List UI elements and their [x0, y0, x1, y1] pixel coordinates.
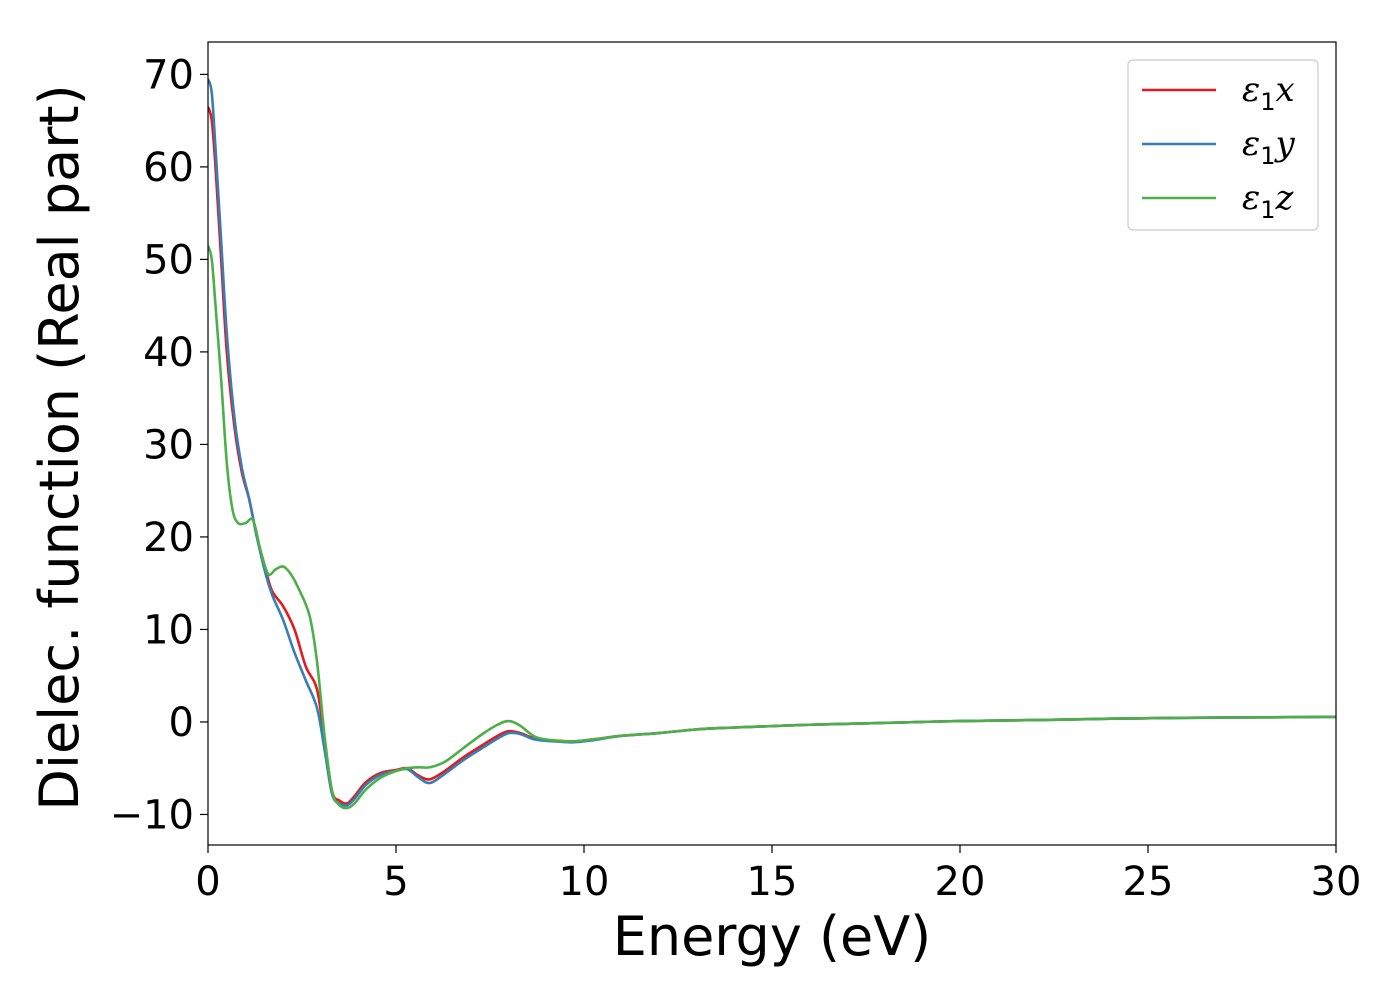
series-layer [208, 78, 1336, 810]
legend-label-y: ε1y [1242, 124, 1296, 170]
y-tick-label: 70 [143, 52, 194, 98]
y-tick-label: 0 [169, 700, 194, 746]
x-tick-label: 0 [195, 859, 220, 905]
x-tick-label: 5 [383, 859, 408, 905]
y-tick-label: 60 [143, 145, 194, 191]
y-tick-label: 30 [143, 422, 194, 468]
legend-label-z: ε1z [1242, 178, 1295, 224]
legend-box [1127, 59, 1319, 231]
y-tick-label: 10 [143, 607, 194, 653]
x-tick-label: 20 [935, 859, 986, 905]
y-tick-label: −10 [110, 792, 194, 838]
x-tick-label: 10 [559, 859, 610, 905]
x-tick-label: 30 [1311, 859, 1362, 905]
legend: ε1x ε1y ε1z [1127, 59, 1319, 231]
x-axis: 0 5 10 15 20 25 30 [195, 845, 1361, 905]
x-axis-label: Energy (eV) [613, 905, 932, 968]
legend-label-x: ε1x [1242, 70, 1295, 116]
y-tick-label: 20 [143, 515, 194, 561]
y-axis: −10 0 10 20 30 40 50 60 70 [110, 52, 208, 838]
x-tick-label: 15 [747, 859, 798, 905]
x-tick-label: 25 [1123, 859, 1174, 905]
y-tick-label: 40 [143, 330, 194, 376]
y-axis-label: Dielec. function (Real part) [28, 84, 91, 810]
series-line-z [208, 245, 1336, 810]
y-tick-label: 50 [143, 237, 194, 283]
